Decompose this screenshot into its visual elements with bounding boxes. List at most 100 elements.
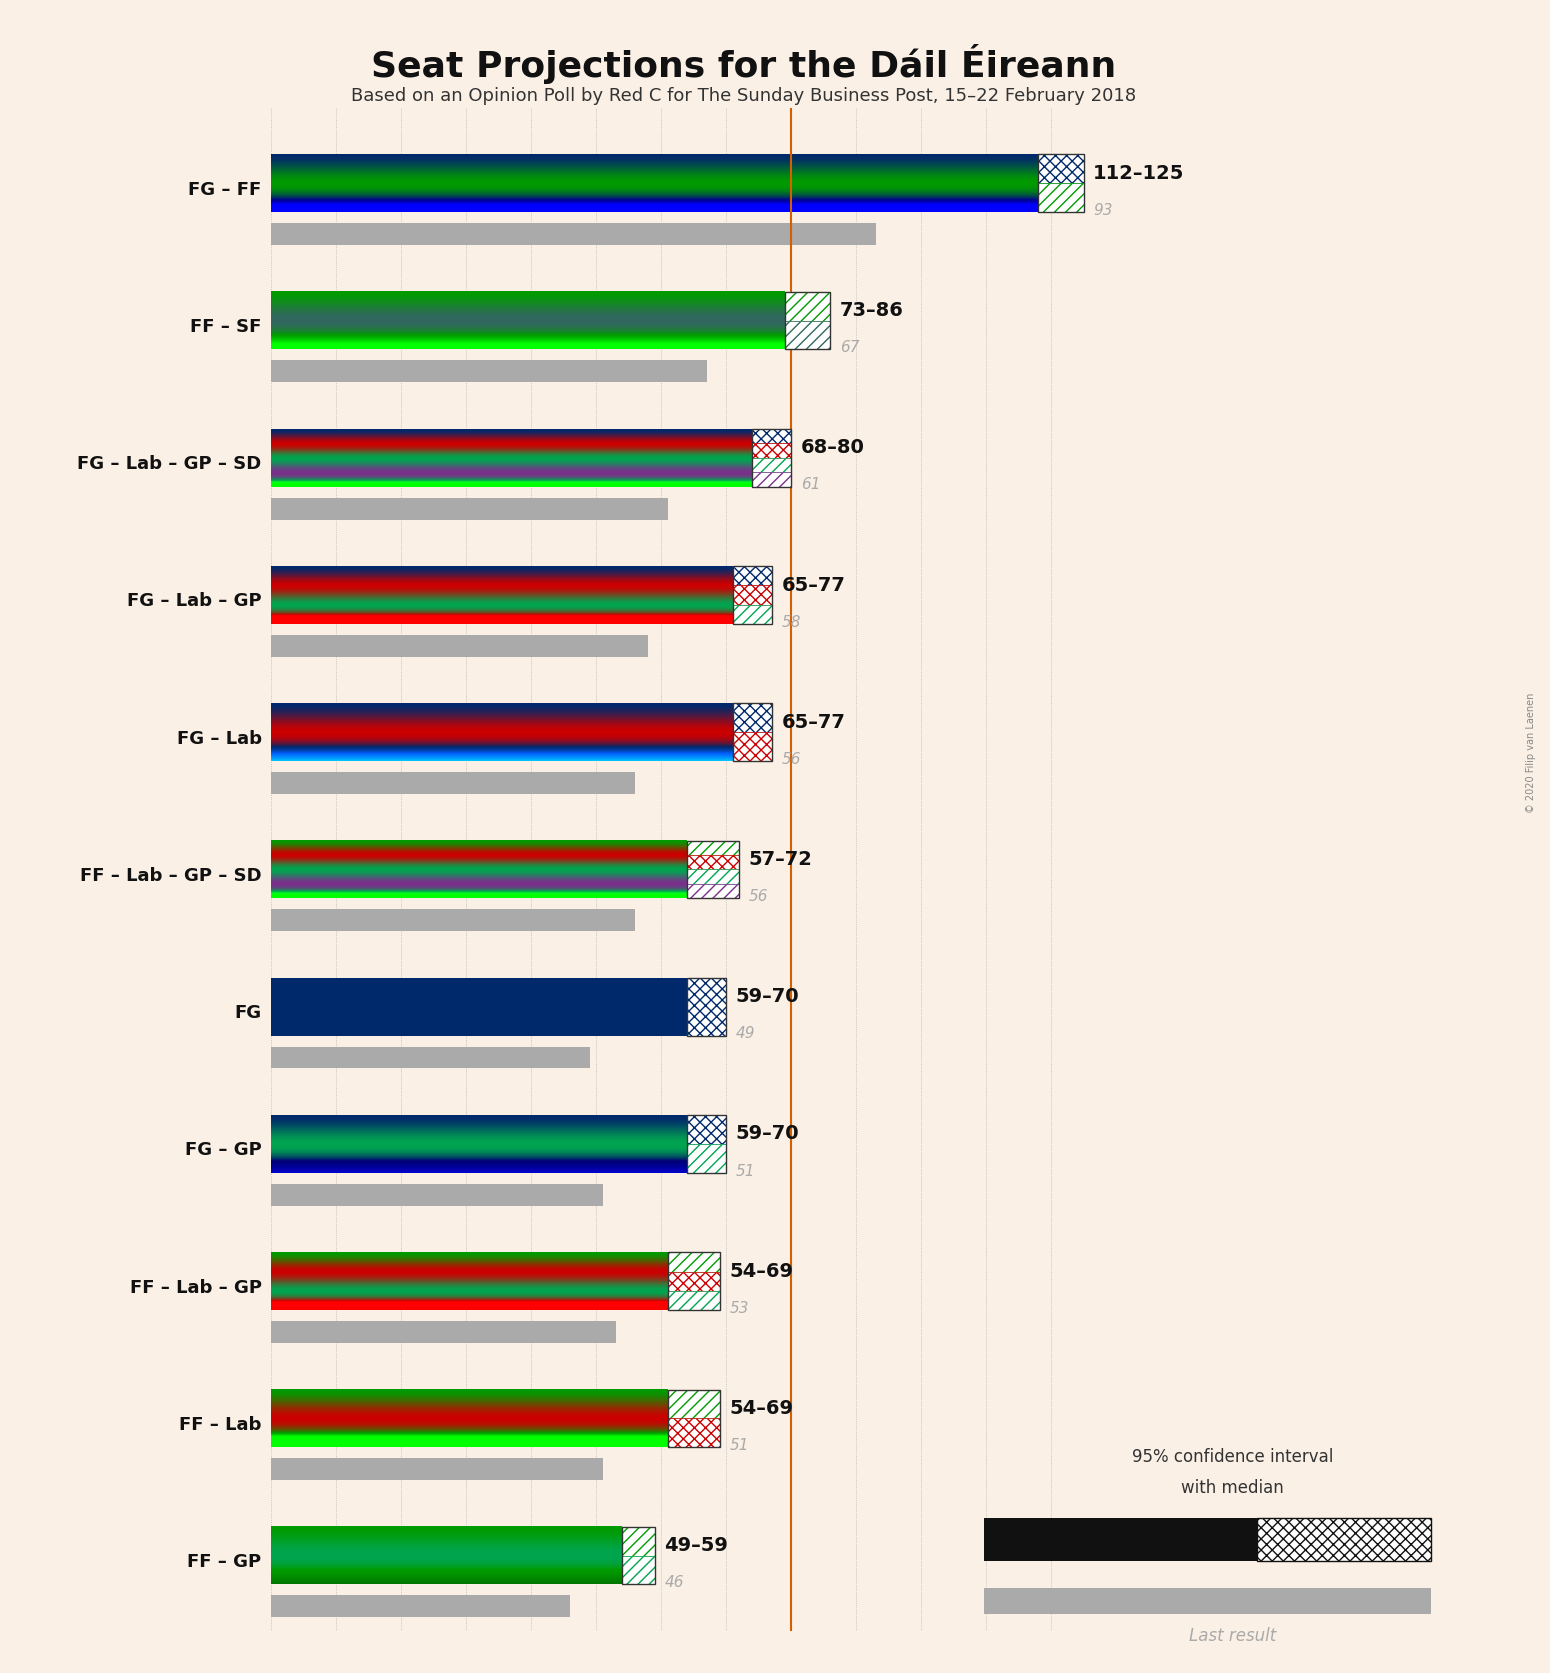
Bar <box>271 1116 687 1144</box>
Bar <box>733 704 772 761</box>
Bar <box>622 1556 654 1584</box>
Text: with median: with median <box>1181 1477 1283 1496</box>
Bar <box>271 870 687 885</box>
Text: FG – Lab – GP: FG – Lab – GP <box>127 592 262 611</box>
Text: 51: 51 <box>730 1437 749 1452</box>
Bar <box>784 293 831 350</box>
Text: FG – Lab – GP – SD: FG – Lab – GP – SD <box>78 455 262 473</box>
Bar <box>687 979 725 1036</box>
Text: 59–70: 59–70 <box>736 987 800 1005</box>
Text: FF – GP: FF – GP <box>188 1553 262 1571</box>
Text: 112–125: 112–125 <box>1093 164 1184 182</box>
Bar <box>1038 184 1083 212</box>
Bar <box>733 606 772 624</box>
Bar <box>271 910 636 932</box>
Bar <box>271 184 1038 212</box>
Bar <box>687 842 739 855</box>
Bar <box>668 1419 719 1447</box>
Text: FG – GP: FG – GP <box>184 1141 262 1159</box>
Bar <box>271 855 687 870</box>
Text: 67: 67 <box>840 340 859 355</box>
Bar <box>687 855 739 870</box>
Bar <box>668 1253 719 1271</box>
Bar <box>271 733 733 761</box>
Text: 49–59: 49–59 <box>665 1536 728 1554</box>
Text: FF – SF: FF – SF <box>191 318 262 336</box>
Bar <box>271 1556 622 1584</box>
Text: Based on an Opinion Poll by Red C for The Sunday Business Post, 15–22 February 2: Based on an Opinion Poll by Red C for Th… <box>352 87 1136 105</box>
Bar <box>668 1390 719 1447</box>
Text: 68–80: 68–80 <box>801 438 865 457</box>
Text: 54–69: 54–69 <box>730 1399 794 1417</box>
Bar <box>271 499 668 520</box>
Text: 93: 93 <box>1093 202 1113 217</box>
Text: FF – Lab – GP: FF – Lab – GP <box>130 1278 262 1297</box>
Bar <box>784 321 831 350</box>
Bar <box>687 1144 725 1173</box>
Text: 57–72: 57–72 <box>749 850 812 868</box>
Text: 54–69: 54–69 <box>730 1261 794 1280</box>
Bar <box>668 1292 719 1310</box>
Text: 65–77: 65–77 <box>781 713 845 731</box>
Text: FG – Lab: FG – Lab <box>177 729 262 748</box>
Bar <box>271 156 1038 184</box>
Bar <box>784 293 831 321</box>
Text: Last result: Last result <box>1189 1626 1276 1645</box>
Bar <box>984 1519 1257 1561</box>
Text: 46: 46 <box>665 1574 684 1589</box>
Bar <box>271 430 752 443</box>
Bar <box>687 870 739 885</box>
Text: 49: 49 <box>736 1026 755 1041</box>
Bar <box>687 1116 725 1173</box>
Text: 53: 53 <box>730 1300 749 1315</box>
Bar <box>271 1292 668 1310</box>
Text: FG: FG <box>234 1004 262 1022</box>
Bar <box>733 586 772 606</box>
Bar <box>984 1588 1431 1614</box>
Text: 56: 56 <box>781 751 801 766</box>
Bar <box>271 979 687 1036</box>
Bar <box>271 1596 570 1618</box>
Bar <box>668 1253 719 1310</box>
Bar <box>271 458 752 473</box>
Text: 73–86: 73–86 <box>840 301 904 320</box>
Bar <box>271 224 876 246</box>
Bar <box>752 443 790 458</box>
Text: 59–70: 59–70 <box>736 1124 800 1143</box>
Bar <box>733 567 772 586</box>
Bar <box>733 704 772 733</box>
Bar <box>271 567 733 586</box>
Bar <box>271 586 733 606</box>
Bar <box>271 606 733 624</box>
Bar <box>271 773 636 795</box>
Bar <box>271 1184 603 1206</box>
Bar <box>752 458 790 473</box>
Bar <box>668 1271 719 1292</box>
Bar <box>271 636 648 657</box>
Text: FG – FF: FG – FF <box>188 181 262 199</box>
Bar <box>733 567 772 624</box>
Text: 56: 56 <box>749 888 769 903</box>
Bar <box>1038 156 1083 184</box>
Bar <box>271 1527 622 1556</box>
Bar <box>271 1459 603 1481</box>
Bar <box>687 1116 725 1144</box>
Bar <box>752 430 790 443</box>
Bar <box>271 443 752 458</box>
Bar <box>271 361 707 383</box>
Text: Seat Projections for the Dáil Éireann: Seat Projections for the Dáil Éireann <box>372 43 1116 84</box>
Bar <box>668 1390 719 1419</box>
Bar <box>271 1322 615 1343</box>
Bar <box>1038 156 1083 212</box>
Bar <box>622 1527 654 1584</box>
Bar <box>271 1271 668 1292</box>
Bar <box>271 1253 668 1271</box>
Text: 95% confidence interval: 95% confidence interval <box>1132 1447 1333 1466</box>
Text: FF – Lab – GP – SD: FF – Lab – GP – SD <box>81 867 262 885</box>
Bar <box>271 1047 589 1069</box>
Text: 65–77: 65–77 <box>781 576 845 594</box>
Text: 51: 51 <box>736 1163 755 1178</box>
Bar <box>271 1390 668 1419</box>
Bar <box>733 733 772 761</box>
Bar <box>271 473 752 487</box>
